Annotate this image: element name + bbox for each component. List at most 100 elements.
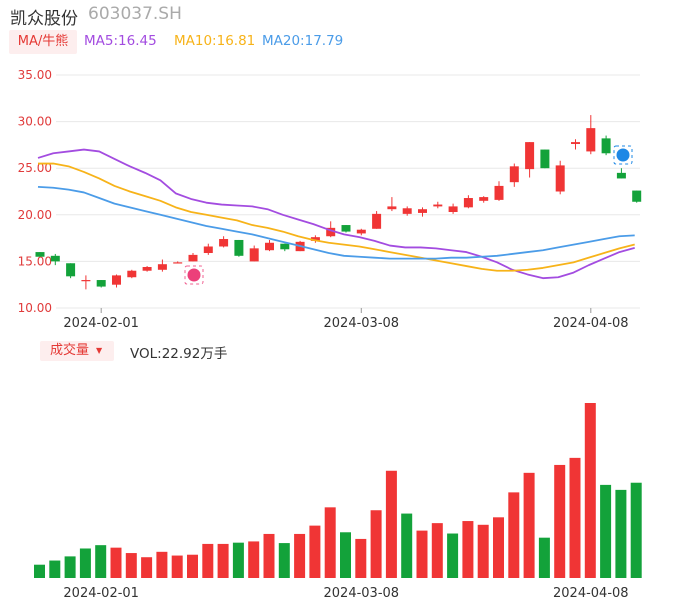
- bear-marker-icon: [613, 145, 633, 165]
- volume-bar: [600, 484, 612, 578]
- volume-bar: [477, 524, 489, 578]
- volume-bars: [34, 403, 642, 578]
- volume-bar: [431, 523, 443, 578]
- volume-bar: [34, 564, 45, 578]
- y-tick-label: 15.00: [18, 254, 52, 268]
- candle-body: [142, 266, 152, 271]
- ma5-legend: MA5:16.45: [84, 33, 157, 49]
- candle-body: [372, 213, 382, 229]
- volume-bar: [340, 532, 351, 578]
- candle-body: [525, 142, 535, 170]
- candle-body: [341, 225, 351, 232]
- candle-body: [387, 206, 397, 210]
- volume-bar: [232, 542, 244, 578]
- indicator-selector[interactable]: 成交量 ▼: [40, 341, 114, 361]
- candle-body: [173, 262, 183, 264]
- candle-body: [632, 190, 642, 202]
- price-grid: [56, 74, 640, 309]
- candle-body: [494, 185, 504, 200]
- bull-marker-frame: [184, 265, 204, 285]
- volume-bar: [615, 489, 627, 578]
- volume-bar: [508, 492, 520, 578]
- candle-body: [326, 227, 336, 237]
- volume-bar: [156, 551, 168, 578]
- candle-body: [280, 243, 290, 250]
- candle-body: [127, 270, 137, 278]
- volume-bar: [401, 513, 413, 578]
- volume-bar: [324, 507, 336, 578]
- volume-x-axis: 2024-02-01 2024-03-08 2024-04-08: [63, 586, 628, 601]
- candle-body: [571, 142, 580, 144]
- candle-body: [157, 264, 167, 270]
- candle-body: [203, 246, 213, 254]
- candle-body: [35, 252, 45, 257]
- y-tick-label: 25.00: [18, 161, 52, 175]
- volume-value: VOL:22.92万手: [130, 346, 228, 362]
- ma-type-selector[interactable]: MA/牛熊: [9, 30, 77, 54]
- volume-bar: [79, 548, 91, 578]
- price-y-axis: 35.00 30.00 25.00 20.00 15.00 10.00: [18, 68, 52, 315]
- indicator-label: 成交量: [50, 343, 90, 358]
- moving-average-lines: [37, 148, 635, 280]
- candle-body: [555, 165, 565, 192]
- x-tick-label: 2024-04-08: [553, 586, 629, 601]
- volume-bar: [370, 510, 382, 578]
- volume-bar: [447, 533, 459, 578]
- bear-marker-frame: [613, 145, 633, 165]
- x-tick-label: 2024-02-01: [63, 316, 139, 331]
- candle-body: [249, 248, 259, 262]
- candle-body: [463, 198, 473, 208]
- ma-line-ma20: [37, 185, 635, 260]
- volume-bar: [202, 543, 214, 578]
- candle-body: [356, 229, 366, 234]
- volume-bar: [538, 537, 550, 578]
- candle-body: [479, 197, 489, 201]
- stock-name: 凯众股份: [10, 9, 78, 29]
- candle-body: [509, 166, 519, 183]
- candle-body: [112, 275, 121, 285]
- volume-bar: [187, 554, 198, 578]
- y-tick-label: 20.00: [18, 208, 52, 222]
- candle-body: [418, 209, 427, 213]
- candle-body: [601, 138, 611, 154]
- candle-body: [540, 149, 550, 169]
- candle-body: [310, 237, 320, 241]
- ma10-legend: MA10:16.81: [174, 33, 256, 49]
- volume-bar: [49, 560, 61, 578]
- volume-bar: [248, 541, 260, 578]
- ma-line-ma5: [37, 148, 635, 280]
- volume-bar: [309, 525, 321, 578]
- stock-code: 603037.SH: [88, 4, 182, 24]
- candle-body: [96, 280, 106, 287]
- volume-bar: [569, 457, 581, 578]
- volume-bar: [110, 547, 122, 578]
- candle-body: [265, 242, 274, 251]
- bear-marker-dot: [616, 148, 630, 162]
- x-tick-label: 2024-03-08: [324, 586, 400, 601]
- candle-body: [66, 263, 76, 277]
- volume-bar: [171, 555, 183, 578]
- volume-bar: [630, 482, 642, 578]
- volume-bar: [523, 472, 535, 578]
- volume-bar: [64, 556, 76, 578]
- volume-bar: [294, 533, 306, 578]
- candle-body: [188, 254, 198, 262]
- y-tick-label: 30.00: [18, 115, 52, 129]
- candle-body: [616, 172, 626, 179]
- y-tick-label: 10.00: [18, 301, 52, 315]
- x-tick-label: 2024-03-08: [324, 316, 400, 331]
- y-tick-label: 35.00: [18, 68, 52, 82]
- ma-line-ma10: [38, 162, 635, 272]
- candle-body: [50, 255, 60, 262]
- volume-bar: [141, 557, 153, 578]
- price-x-axis: 2024-02-01 2024-03-08 2024-04-08: [63, 308, 629, 331]
- candlestick-series: [35, 115, 642, 290]
- volume-bar: [217, 543, 229, 578]
- volume-bar: [462, 521, 474, 578]
- volume-bar: [95, 545, 107, 578]
- x-tick-label: 2024-02-01: [63, 586, 139, 601]
- candle-body: [234, 239, 244, 256]
- volume-bar: [493, 517, 504, 578]
- volume-bar: [125, 553, 137, 578]
- volume-bar: [355, 538, 367, 578]
